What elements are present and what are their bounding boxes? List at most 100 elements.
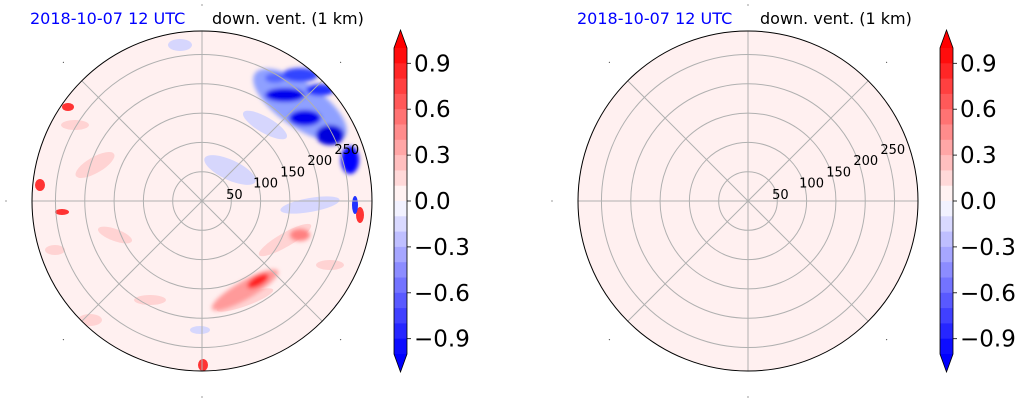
angular-grid-line — [201, 80, 323, 202]
colorbar-segment — [394, 308, 407, 324]
colorbar-tick-label: 0.0 — [414, 189, 451, 215]
feature-blob — [198, 359, 208, 371]
colorbar-segment — [394, 262, 407, 279]
radial-tick-label: 100 — [799, 177, 824, 192]
colorbar-tick-label: 0.9 — [960, 51, 997, 77]
colorbar-segment — [394, 201, 407, 217]
colorbar-tick-label: 0.9 — [414, 51, 451, 77]
angular-grid-line — [81, 200, 203, 322]
colorbar-segment — [394, 338, 407, 355]
colorbar-segment — [394, 231, 407, 248]
strong-positive-streak — [211, 229, 310, 311]
angular-tick-mark — [885, 338, 888, 341]
colorbar-segment — [940, 216, 953, 233]
feature-blob — [62, 103, 74, 111]
colorbar-tick-label: −0.3 — [960, 235, 1016, 261]
colorbar-segment — [940, 109, 953, 126]
feature-blob — [306, 84, 334, 96]
colorbar-extend-max — [940, 30, 953, 48]
colorbar-segment — [394, 185, 407, 202]
right-colorbar: 0.9 0.6 0.3 0.0 −0.3 −0.6 −0.9 — [939, 28, 1016, 374]
feature-blob — [265, 88, 305, 102]
feature-blob — [134, 295, 166, 305]
feature-blob — [204, 155, 256, 185]
colorbar-segment — [940, 231, 953, 248]
radial-tick-label: 50 — [772, 188, 789, 203]
colorbar-segment — [940, 155, 953, 171]
colorbar-segment — [940, 308, 953, 324]
angular-tick-mark — [62, 61, 65, 64]
angular-tick-mark — [608, 61, 611, 64]
feature-blob — [282, 68, 318, 82]
radial-tick-label: 50 — [226, 188, 243, 203]
angular-grid-line — [201, 200, 323, 322]
colorbar-segment — [940, 139, 953, 156]
colorbar-segment — [394, 78, 407, 95]
colorbar-tick-label: −0.9 — [414, 327, 470, 353]
feature-blob — [97, 226, 133, 244]
right-polar-frame — [577, 30, 919, 372]
colorbar-segment — [394, 246, 407, 263]
feature-blob — [242, 110, 288, 140]
angular-tick-mark — [747, 396, 749, 398]
colorbar-segment — [394, 93, 407, 110]
colorbar-segment — [394, 323, 407, 340]
colorbar-segment — [940, 277, 953, 294]
colorbar-extend-min — [940, 354, 953, 372]
colorbar-segment — [394, 292, 407, 309]
angular-tick-mark — [62, 338, 65, 341]
colorbar-segment — [394, 124, 407, 141]
colorbar-tick-label: −0.6 — [960, 281, 1016, 307]
colorbar-tick-label: 0.3 — [960, 143, 997, 169]
angular-grid-line — [747, 80, 869, 202]
feature-blob — [303, 334, 327, 346]
colorbar-segment — [940, 48, 953, 64]
colorbar-segment — [940, 93, 953, 110]
angular-grid-line — [747, 200, 869, 322]
feature-blob — [35, 179, 45, 191]
radial-tick-label: 100 — [253, 177, 278, 192]
colorbar-outline — [939, 28, 954, 374]
right-polar-grid — [551, 4, 945, 398]
angular-tick-mark — [885, 61, 888, 64]
radial-tick-label: 200 — [307, 154, 332, 169]
angular-tick-mark — [5, 200, 7, 202]
colorbar-segment — [940, 292, 953, 309]
colorbar-outline — [393, 28, 408, 374]
angular-grid-line — [627, 80, 749, 202]
feature-blob — [356, 207, 364, 223]
angular-grid-line — [627, 200, 749, 322]
colorbar-segment — [394, 48, 407, 64]
colorbar-segment — [940, 338, 953, 355]
colorbar-segment — [940, 63, 953, 80]
colorbar-segment — [394, 139, 407, 156]
feature-blob — [247, 273, 269, 289]
right-title-date: 2018-10-07 12 UTC — [577, 9, 732, 28]
right-title-variable: down. vent. (1 km) — [760, 9, 912, 28]
left-polar-grid — [5, 4, 399, 398]
colorbar-segment — [394, 216, 407, 233]
colorbar-segment — [394, 155, 407, 171]
feature-blob — [289, 110, 321, 126]
feature-blob — [168, 39, 192, 51]
angular-grid-line — [81, 80, 203, 202]
radial-tick-label: 200 — [853, 154, 878, 169]
angular-tick-mark — [201, 4, 203, 6]
colorbar-tick-label: 0.6 — [414, 97, 451, 123]
feature-blob — [190, 326, 210, 334]
feature-blob — [341, 146, 359, 174]
radial-tick-label: 250 — [880, 143, 905, 158]
feature-blob — [55, 209, 69, 215]
left-colorbar: 0.9 0.6 0.3 0.0 −0.3 −0.6 −0.9 — [393, 28, 470, 374]
feature-blob — [45, 245, 65, 255]
angular-tick-mark — [339, 338, 342, 341]
left-panel: 2018-10-07 12 UTC down. vent. (1 km) — [5, 4, 470, 398]
feature-blob — [316, 125, 344, 145]
colorbar-tick-label: 0.0 — [960, 189, 997, 215]
radial-tick-label: 150 — [280, 165, 305, 180]
radial-tick-label: 250 — [334, 143, 359, 158]
